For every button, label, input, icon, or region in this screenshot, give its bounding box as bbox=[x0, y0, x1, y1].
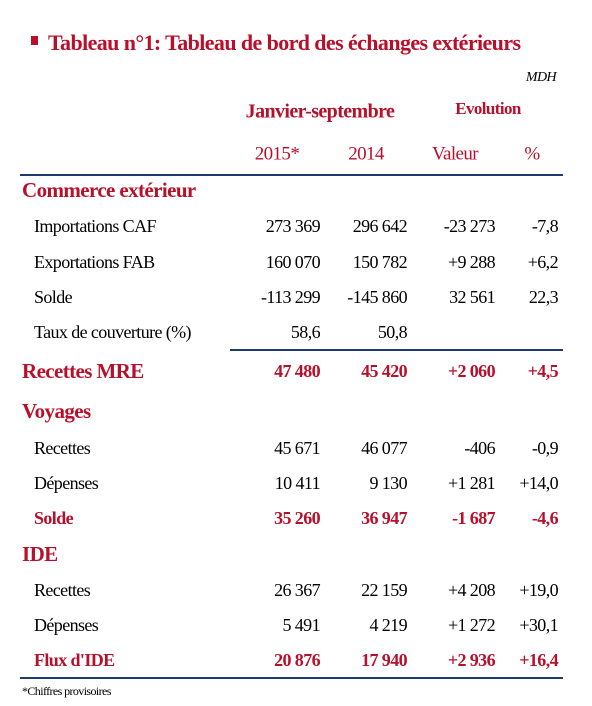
cell: 45 420 bbox=[361, 361, 408, 381]
cell: 36 947 bbox=[361, 508, 408, 528]
column-header: % bbox=[524, 143, 540, 164]
cell: 17 940 bbox=[361, 650, 408, 670]
section-label: IDE bbox=[22, 542, 58, 566]
row-label: Importations CAF bbox=[34, 216, 156, 236]
row-label: Flux d'IDE bbox=[34, 650, 115, 670]
cell: 9 130 bbox=[369, 473, 407, 493]
cell: 20 876 bbox=[274, 650, 321, 670]
unit: MDH bbox=[525, 70, 558, 85]
cell: 4 219 bbox=[369, 615, 407, 635]
cell: +4,5 bbox=[528, 361, 559, 381]
cell: -7,8 bbox=[532, 216, 559, 236]
cell: 22,3 bbox=[529, 287, 559, 307]
column-header: 2015* bbox=[255, 143, 300, 164]
cell: +9 288 bbox=[448, 252, 496, 272]
cell: +6,2 bbox=[528, 252, 558, 272]
period: Janvier-septembre bbox=[246, 101, 395, 123]
cell: -1 687 bbox=[452, 508, 495, 528]
cell: 46 077 bbox=[361, 438, 408, 458]
cell: 32 561 bbox=[449, 287, 495, 307]
cell: 160 070 bbox=[266, 252, 321, 272]
cell: -406 bbox=[464, 438, 495, 458]
row-label: Exportations FAB bbox=[34, 252, 155, 272]
cell: -145 860 bbox=[347, 287, 407, 307]
cell: 296 642 bbox=[353, 216, 407, 236]
cell: 26 367 bbox=[274, 580, 321, 600]
cell: 47 480 bbox=[274, 361, 321, 381]
evolution: Evolution bbox=[455, 99, 522, 118]
row-label: Recettes bbox=[34, 580, 91, 600]
cell: 45 671 bbox=[274, 438, 320, 458]
column-header: 2014 bbox=[348, 143, 385, 164]
cell: +1 272 bbox=[448, 615, 495, 635]
cell: +2 060 bbox=[448, 361, 496, 381]
cell: 50,8 bbox=[378, 322, 408, 342]
cell: -113 299 bbox=[261, 287, 321, 307]
title: Tableau n°1: Tableau de bord des échange… bbox=[48, 30, 521, 55]
cell: 35 260 bbox=[274, 508, 321, 528]
bullet bbox=[31, 36, 38, 45]
row-label: Solde bbox=[34, 287, 73, 307]
cell: +1 281 bbox=[448, 473, 495, 493]
cell: +14,0 bbox=[519, 473, 558, 493]
section-label: Recettes MRE bbox=[22, 359, 144, 383]
row-label: Dépenses bbox=[34, 473, 99, 493]
cell: -23 273 bbox=[444, 216, 496, 236]
column-header: Valeur bbox=[432, 143, 479, 164]
cell: 10 411 bbox=[275, 473, 320, 493]
cell: +2 936 bbox=[448, 650, 496, 670]
cell: +16,4 bbox=[519, 650, 558, 670]
cell: +19,0 bbox=[519, 580, 558, 600]
cell: +4 208 bbox=[448, 580, 496, 600]
row-label: Taux de couverture (%) bbox=[34, 322, 192, 343]
cell: 273 369 bbox=[266, 216, 321, 236]
cell: 5 491 bbox=[282, 615, 320, 635]
cell: -0,9 bbox=[532, 438, 559, 458]
cell: 150 782 bbox=[353, 252, 407, 272]
cell: -4,6 bbox=[532, 508, 559, 528]
section-label: Voyages bbox=[22, 399, 91, 423]
cell: 58,6 bbox=[291, 322, 321, 342]
footnote: *Chiffres provisoires bbox=[22, 684, 112, 698]
cell: 22 159 bbox=[361, 580, 408, 600]
section-label: Commerce extérieur bbox=[22, 178, 196, 202]
row-label: Solde bbox=[34, 508, 74, 528]
cell: +30,1 bbox=[519, 615, 558, 635]
row-label: Dépenses bbox=[34, 615, 99, 635]
row-label: Recettes bbox=[34, 438, 91, 458]
